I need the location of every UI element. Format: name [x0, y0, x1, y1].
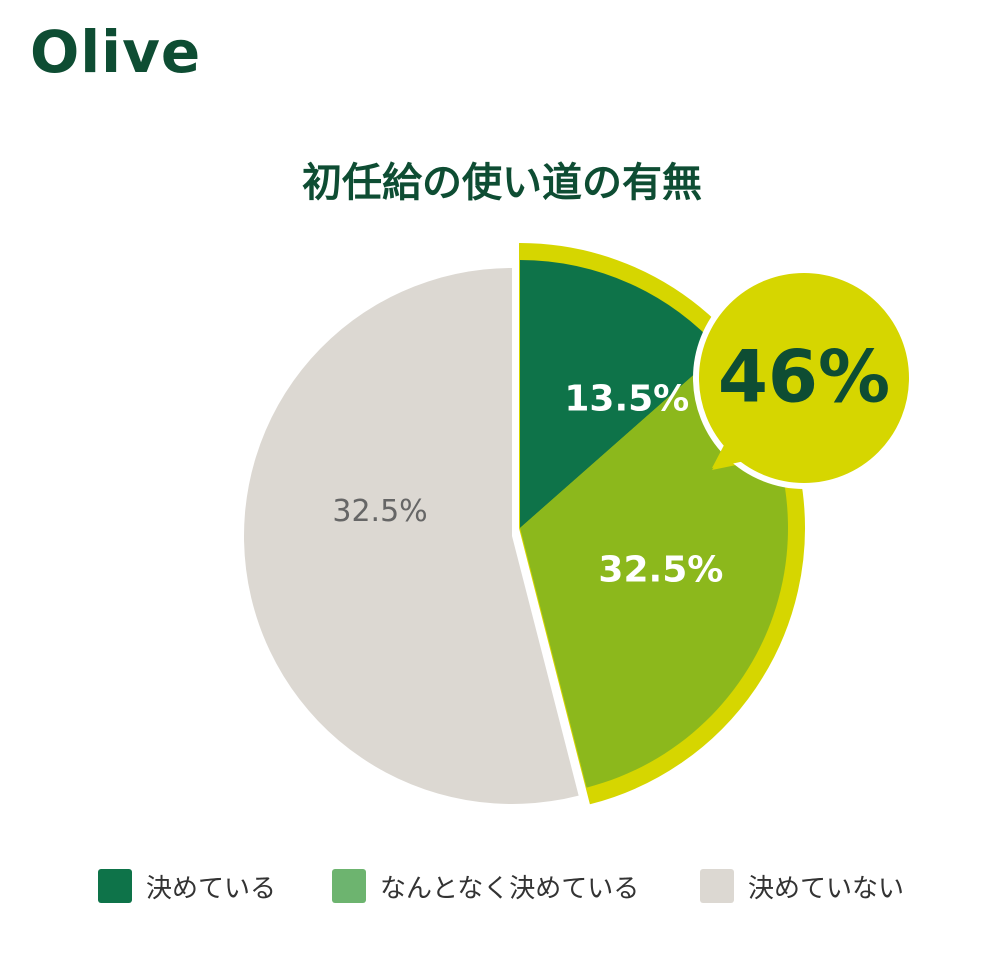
legend-swatch-somewhat-decided — [332, 869, 366, 903]
legend-label-decided: 決めている — [146, 873, 277, 904]
chart-legend: 決めている なんとなく決めている 決めていない — [0, 862, 1004, 910]
legend-item-not-decided: 決めていない — [700, 862, 904, 910]
pie-slice-not-decided — [243, 268, 579, 804]
slice-label-somewhat-decided: 32.5% — [598, 549, 723, 590]
legend-item-decided: 決めている — [98, 862, 276, 910]
legend-label-somewhat-decided: なんとなく決めている — [380, 873, 640, 904]
legend-label-not-decided: 決めていない — [748, 873, 905, 904]
slice-label-decided: 13.5% — [564, 379, 689, 420]
legend-swatch-decided — [98, 869, 132, 903]
callout-bubble — [693, 267, 915, 489]
pie-slice-decided — [520, 260, 722, 528]
slice-label-not-decided: 32.5% — [332, 494, 427, 529]
callout-value: 46% — [718, 335, 890, 419]
chart-title: 初任給の使い道の有無 — [302, 160, 702, 206]
legend-swatch-not-decided — [700, 869, 734, 903]
brand-logo: Olive — [30, 18, 202, 86]
legend-item-somewhat-decided: なんとなく決めている — [332, 862, 639, 910]
callout-tail-fill — [712, 428, 768, 468]
